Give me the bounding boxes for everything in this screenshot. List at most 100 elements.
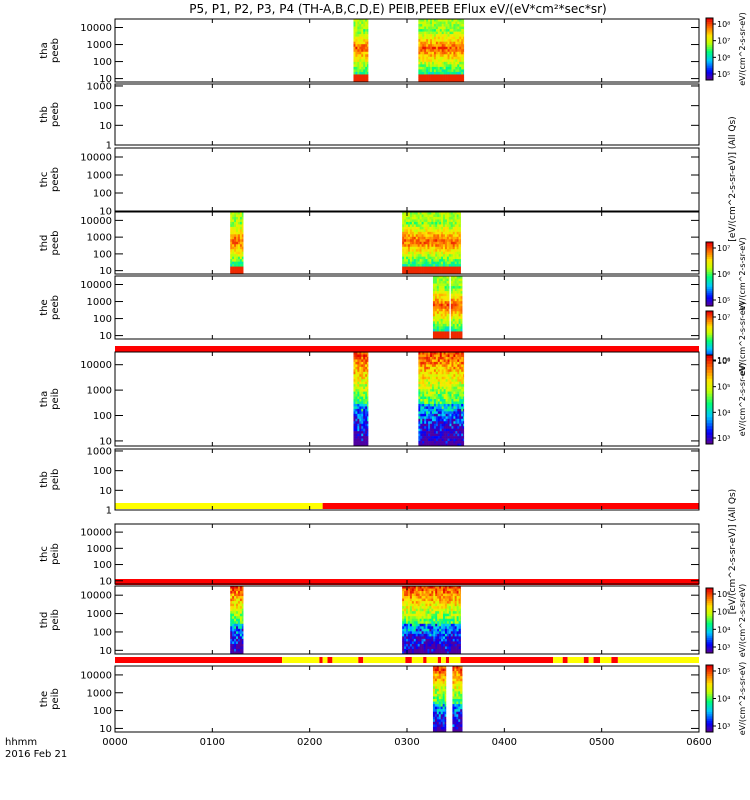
spectrogram-cell-tha_peeb: [441, 26, 444, 30]
spectrogram-cell-thd_peeb: [421, 266, 424, 270]
spectrogram-cell-thd_peeb: [230, 261, 233, 265]
spectrogram-cell-tha_peib: [363, 399, 366, 402]
spectrogram-cell-the_peib: [452, 676, 455, 679]
spectrogram-cell-tha_peeb: [445, 31, 448, 35]
spectrogram-cell-the_peeb: [436, 306, 440, 310]
spectrogram-cell-thd_peib: [458, 596, 461, 599]
spectrogram-cell-tha_peib: [359, 436, 362, 439]
spectrogram-cell-tha_peib: [459, 386, 462, 390]
spectrogram-cell-tha_peib: [441, 408, 444, 412]
spectrogram-cell-the_peeb: [434, 336, 438, 340]
spectrogram-cell-tha_peeb: [359, 79, 362, 83]
spectrogram-cell-thd_peeb: [427, 216, 430, 220]
spectrogram-cell-tha_peib: [422, 396, 425, 400]
spectrogram-cell-tha_peib: [418, 426, 421, 429]
spectrogram-cell-thd_peib: [236, 621, 239, 625]
spectrogram-cell-tha_peib: [424, 356, 427, 360]
spectrogram-cell-tha_peeb: [441, 31, 444, 35]
spectrogram-cell-the_peeb: [436, 321, 440, 325]
spectrogram-cell-thd_peeb: [402, 261, 405, 265]
spectrogram-cell-thd_peeb: [446, 224, 450, 228]
spectrogram-cell-the_peib: [442, 706, 445, 710]
spectrogram-cell-thd_peib: [239, 623, 243, 627]
spectrogram-cell-thd_peib: [431, 628, 434, 632]
spectrogram-cell-tha_peib: [461, 411, 464, 415]
spectrogram-cell-the_peib: [436, 671, 440, 674]
spectrogram-cell-thd_peib: [236, 641, 239, 645]
y-tick-label-thc_peib: 100: [93, 560, 112, 571]
spectrogram-cell-tha_peeb: [459, 19, 462, 22]
spectrogram-cell-tha_peib: [435, 352, 439, 355]
spectrogram-cell-tha_peib: [439, 394, 443, 397]
spectrogram-cell-thd_peeb: [409, 224, 413, 228]
spectrogram-cell-thd_peeb: [425, 269, 428, 272]
spectrogram-cell-thd_peeb: [411, 234, 415, 238]
spectrogram-cell-tha_peib: [431, 371, 435, 375]
status-bar-segment: [593, 657, 601, 663]
spectrogram-cell-tha_peib: [428, 413, 431, 417]
spectrogram-cell-thd_peib: [446, 608, 450, 612]
spectrogram-cell-thd_peib: [234, 641, 237, 645]
spectrogram-cell-the_peib: [436, 726, 440, 730]
spectrogram-cell-tha_peib: [418, 433, 421, 437]
spectrogram-cell-tha_peib: [359, 371, 362, 375]
spectrogram-cell-thd_peib: [234, 636, 237, 640]
spectrogram-cell-tha_peib: [420, 396, 423, 400]
spectrogram-cell-thd_peeb: [411, 236, 415, 240]
spectrogram-cell-tha_peib: [451, 359, 454, 363]
spectrogram-cell-thd_peib: [232, 613, 235, 617]
spectrogram-cell-tha_peib: [363, 408, 366, 412]
spectrogram-cell-tha_peeb: [463, 26, 465, 30]
spectrogram-cell-thd_peib: [433, 598, 436, 602]
spectrogram-cell-thd_peeb: [441, 239, 444, 243]
spectrogram-cell-thd_peib: [409, 633, 413, 637]
spectrogram-cell-thd_peib: [230, 596, 233, 599]
spectrogram-cell-thd_peeb: [236, 259, 239, 262]
spectrogram-cell-thd_peib: [421, 606, 424, 609]
spectrogram-cell-tha_peib: [439, 436, 443, 439]
spectrogram-cell-the_peeb: [440, 288, 443, 292]
spectrogram-cell-the_peib: [444, 676, 447, 679]
spectrogram-cell-thd_peeb: [441, 236, 444, 240]
spectrogram-cell-tha_peib: [367, 369, 369, 373]
spectrogram-cell-the_peeb: [436, 281, 440, 284]
spectrogram-cell-tha_peib: [424, 436, 427, 439]
spectrogram-cell-tha_peib: [463, 359, 465, 363]
spectrogram-cell-thd_peeb: [423, 224, 426, 228]
spectrogram-cell-thd_peib: [411, 628, 415, 632]
spectrogram-cell-the_peeb: [446, 326, 449, 330]
spectrogram-cell-tha_peeb: [445, 34, 448, 37]
spectrogram-cell-the_peeb: [454, 333, 457, 337]
spectrogram-cell-thd_peeb: [407, 239, 411, 243]
y-tick-label-tha_peib: 10: [99, 436, 112, 447]
spectrogram-cell-the_peeb: [442, 306, 445, 310]
spectrogram-cell-thd_peib: [236, 616, 239, 620]
spectrogram-cell-thd_peeb: [236, 271, 239, 275]
spectrogram-cell-tha_peib: [363, 384, 366, 387]
spectrogram-cell-the_peeb: [444, 318, 447, 322]
spectrogram-cell-tha_peib: [439, 421, 443, 425]
spectrogram-cell-tha_peib: [441, 364, 444, 368]
spectrogram-cell-thd_peib: [433, 608, 436, 612]
spectrogram-cell-tha_peeb: [443, 24, 446, 27]
spectrogram-cell-tha_peeb: [455, 61, 458, 65]
spectrogram-cell-thd_peeb: [425, 244, 428, 248]
spectrogram-cell-tha_peib: [441, 401, 444, 405]
spectrogram-cell-thd_peeb: [446, 219, 450, 223]
spectrogram-cell-thd_peeb: [241, 212, 244, 215]
spectrogram-cell-tha_peib: [357, 433, 360, 437]
spectrogram-cell-tha_peib: [359, 359, 362, 363]
spectrogram-cell-the_peeb: [460, 291, 463, 294]
spectrogram-cell-tha_peeb: [441, 64, 444, 68]
spectrogram-cell-tha_peib: [359, 352, 362, 355]
spectrogram-cell-thd_peib: [404, 643, 407, 647]
spectrogram-cell-the_peeb: [440, 311, 443, 315]
spectrogram-cell-thd_peib: [435, 646, 438, 650]
spectrogram-cell-tha_peib: [361, 441, 364, 444]
spectrogram-cell-tha_peeb: [355, 61, 358, 65]
spectrogram-cell-tha_peeb: [447, 64, 450, 68]
spectrogram-cell-thd_peib: [431, 601, 434, 604]
spectrogram-cell-thd_peeb: [433, 234, 436, 238]
spectrogram-cell-the_peeb: [458, 316, 461, 320]
spectrogram-cell-thd_peib: [402, 641, 405, 645]
